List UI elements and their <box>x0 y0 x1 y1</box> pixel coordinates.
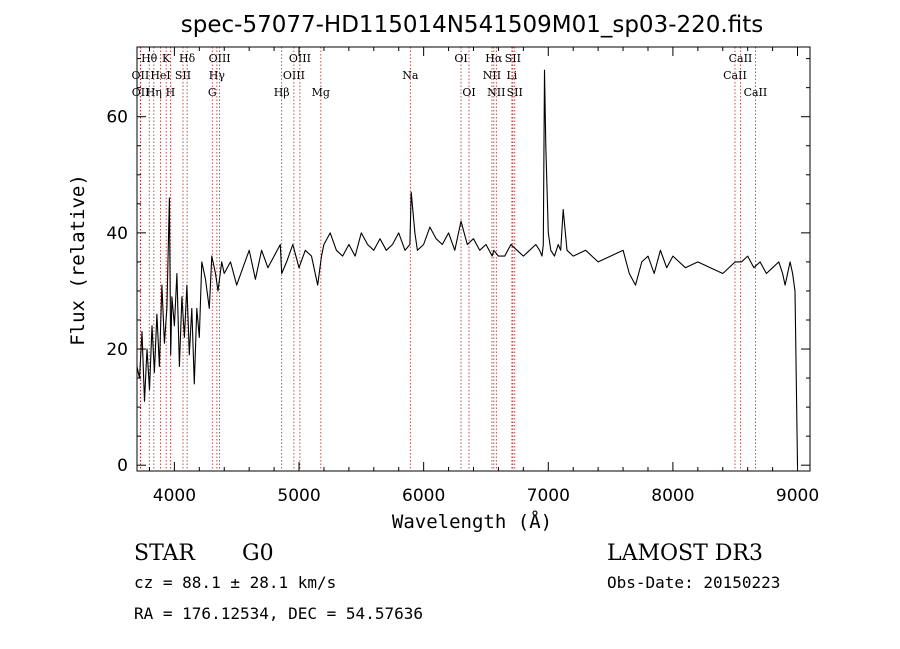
line-marker-label-22: Li <box>506 69 517 82</box>
y-tick-label-2: 40 <box>106 224 128 244</box>
redshift-cz: cz = 88.1 ± 28.1 km/s <box>134 573 336 592</box>
x-tick-label-5: 9000 <box>776 486 819 506</box>
survey-name: LAMOST DR3 <box>607 541 763 566</box>
line-marker-label-26: CaII <box>729 52 753 65</box>
x-tick-label-0: 4000 <box>153 486 196 506</box>
x-axis-label: Wavelength (Å) <box>392 510 552 533</box>
y-axis-label: Flux (relative) <box>67 174 89 346</box>
line-marker-label-27: CaII <box>744 86 768 99</box>
line-marker-label-20: Hα <box>485 52 503 65</box>
line-marker-label-21: NII <box>487 86 505 99</box>
emission-line-labels: OII OII Hθ Hη HeI K H SII Hδ G Hγ OIII Hβ OIII OIII Mg N… <box>132 52 768 99</box>
line-marker-label-13: OIII <box>283 69 305 82</box>
line-marker-label-0: OII <box>132 69 150 82</box>
line-marker-label-4: HeI <box>150 69 170 82</box>
observation-date: Obs-Date: 20150223 <box>607 573 780 592</box>
coordinates: RA = 176.12534, DEC = 54.57636 <box>134 604 423 623</box>
line-marker-label-11: OIII <box>209 52 231 65</box>
line-marker-label-8: Hδ <box>179 52 196 65</box>
x-tick-label-4: 8000 <box>651 486 694 506</box>
line-marker-label-16: Na <box>402 69 419 82</box>
line-marker-label-12: Hβ <box>274 86 290 99</box>
emission-line-markers <box>139 47 756 471</box>
line-marker-label-17: OI <box>454 52 467 65</box>
line-marker-label-19: NII <box>483 69 501 82</box>
line-marker-label-9: G <box>208 86 217 99</box>
axis-ticks <box>137 47 810 471</box>
line-marker-label-18: OI <box>462 86 475 99</box>
line-marker-label-15: Mg <box>312 86 330 99</box>
line-marker-label-10: Hγ <box>209 69 226 82</box>
line-marker-label-1: OII <box>132 86 150 99</box>
object-subclass: G0 <box>242 541 274 566</box>
line-marker-label-3: Hη <box>146 86 162 99</box>
line-marker-label-14: OIII <box>289 52 311 65</box>
x-tick-label-3: 7000 <box>527 486 570 506</box>
y-tick-label-3: 60 <box>106 108 128 128</box>
line-marker-label-7: SII <box>175 69 191 82</box>
axis-tick-labels: 4000 5000 6000 7000 8000 9000 0 20 40 60 <box>106 108 819 506</box>
line-marker-label-2: Hθ <box>141 52 158 65</box>
line-marker-label-6: H <box>166 86 176 99</box>
y-tick-label-1: 20 <box>106 340 128 360</box>
chart-title: spec-57077-HD115014N541509M01_sp03-220.f… <box>181 12 763 38</box>
line-marker-label-23: SII <box>505 52 521 65</box>
object-class: STAR <box>134 541 196 566</box>
line-marker-label-25: CaII <box>723 69 747 82</box>
y-tick-label-0: 0 <box>117 456 128 476</box>
plot-frame <box>136 46 811 472</box>
flux-series-line <box>136 69 799 466</box>
x-tick-label-2: 6000 <box>402 486 445 506</box>
line-marker-label-5: K <box>162 52 171 65</box>
x-tick-label-1: 5000 <box>277 486 320 506</box>
line-marker-label-24: SII <box>507 86 523 99</box>
